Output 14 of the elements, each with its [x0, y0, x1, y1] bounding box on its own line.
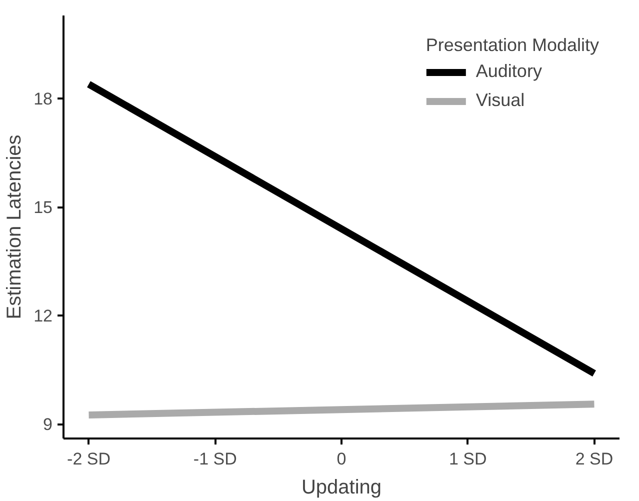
legend-title: Presentation Modality [426, 35, 599, 56]
x-tick-label: 0 [336, 450, 346, 468]
x-tick-label: -1 SD [193, 450, 237, 468]
x-tick-label: 2 SD [575, 450, 614, 468]
y-tick-label: 12 [34, 306, 53, 326]
y-tick-label: 15 [34, 198, 53, 218]
legend-label: Auditory [476, 61, 542, 82]
x-tick-label: -2 SD [67, 450, 111, 468]
y-tick-label: 9 [43, 415, 53, 434]
x-tick-label: 1 SD [448, 450, 487, 468]
legend-label: Visual [476, 90, 525, 111]
x-axis-title: Updating [301, 476, 382, 498]
y-axis-title: Estimation Latencies [4, 134, 26, 320]
y-tick-label: 18 [34, 90, 53, 109]
